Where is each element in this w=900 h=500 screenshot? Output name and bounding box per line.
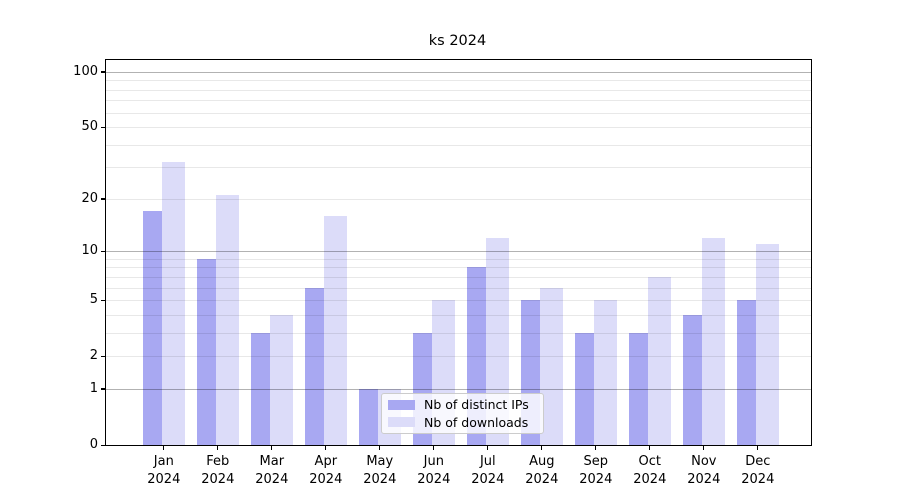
x-tick-label-may: May 2024	[363, 454, 397, 487]
x-tick-mark-may	[379, 446, 381, 450]
bar-downloads-aug	[539, 287, 563, 445]
bar-distinct-ips-sep	[574, 332, 598, 445]
x-tick-label-apr: Apr 2024	[309, 454, 343, 487]
y-tick-mark-1	[101, 388, 105, 390]
bar-distinct-ips-mar	[250, 332, 274, 445]
x-tick-mark-oct	[649, 446, 651, 450]
legend: Nb of distinct IPs Nb of downloads	[381, 393, 544, 434]
y-tick-label-50: 50	[81, 119, 98, 135]
bar-distinct-ips-feb	[196, 258, 220, 445]
y-tick-mark-10	[101, 250, 105, 252]
gridline-90	[106, 80, 811, 82]
legend-swatch-downloads	[388, 417, 415, 428]
x-tick-mark-dec	[757, 446, 759, 450]
bar-downloads-mar	[269, 314, 293, 445]
legend-label-distinct-ips: Nb of distinct IPs	[424, 397, 529, 413]
y-tick-label-1: 1	[89, 380, 98, 396]
bar-downloads-apr	[323, 215, 347, 445]
bar-downloads-dec	[755, 244, 779, 445]
bar-distinct-ips-dec	[736, 300, 760, 445]
x-tick-label-nov: Nov 2024	[687, 454, 721, 487]
x-tick-mark-apr	[325, 446, 327, 450]
bar-downloads-oct	[647, 276, 671, 445]
y-tick-label-10: 10	[81, 243, 98, 259]
y-tick-mark-50	[101, 126, 105, 128]
x-tick-mark-aug	[541, 446, 543, 450]
x-tick-mark-nov	[703, 446, 705, 450]
x-tick-mark-jun	[433, 446, 435, 450]
y-tick-mark-2	[101, 355, 105, 357]
bar-distinct-ips-nov	[682, 314, 706, 445]
gridline-10	[106, 251, 811, 253]
plot-area: 0 1 2 5 10 20 50 100 Jan 2024 Feb 2024 Mar 2024 Apr 202…	[73, 59, 812, 487]
y-tick-mark-5	[101, 299, 105, 301]
x-tick-mark-feb	[217, 446, 219, 450]
axis-layer: 0 1 2 5 10 20 50 100 Jan 2024 Feb 2024 Mar 2024 Apr 202…	[73, 60, 811, 487]
x-tick-mark-jul	[487, 446, 489, 450]
x-tick-label-jun: Jun 2024	[417, 454, 451, 487]
y-tick-label-0: 0	[89, 437, 98, 452]
gridline-100	[106, 71, 811, 73]
gridline-60	[106, 112, 811, 114]
x-tick-label-feb: Feb 2024	[201, 454, 235, 487]
gridline-50	[106, 127, 811, 129]
x-tick-label-sep: Sep 2024	[579, 454, 613, 487]
y-tick-label-100: 100	[73, 63, 98, 79]
bar-distinct-ips-apr	[304, 287, 328, 445]
gridline-5	[106, 300, 811, 302]
gridline-1	[106, 388, 811, 390]
legend-row-downloads: Nb of downloads	[388, 415, 537, 430]
gridline-80	[106, 89, 811, 91]
y-tick-label-20: 20	[81, 190, 98, 206]
gridline-2	[106, 356, 811, 358]
y-tick-label-2: 2	[89, 348, 98, 364]
gridline-7	[106, 276, 811, 278]
y-tick-mark-20	[101, 198, 105, 200]
gridline-9	[106, 258, 811, 260]
x-tick-label-jan: Jan 2024	[147, 454, 181, 487]
gridline-40	[106, 144, 811, 146]
x-tick-mark-sep	[595, 446, 597, 450]
legend-row-distinct-ips: Nb of distinct IPs	[388, 397, 537, 412]
bar-distinct-ips-oct	[628, 332, 652, 445]
gridline-3	[106, 332, 811, 334]
x-tick-label-oct: Oct 2024	[633, 454, 667, 487]
x-tick-label-mar: Mar 2024	[255, 454, 289, 487]
chart-title: ks 2024	[428, 33, 487, 49]
y-tick-mark-0	[101, 444, 105, 446]
gridline-70	[106, 100, 811, 102]
legend-swatch-distinct-ips	[388, 399, 415, 410]
bar-distinct-ips-jan	[142, 211, 166, 445]
gridline-20	[106, 198, 811, 200]
legend-label-downloads: Nb of downloads	[424, 414, 529, 430]
bar-downloads-feb	[215, 195, 239, 445]
x-tick-label-aug: Aug 2024	[525, 454, 559, 487]
bar-distinct-ips-may	[358, 388, 382, 445]
gridline-8	[106, 267, 811, 269]
gridline-30	[106, 167, 811, 169]
grid-layer	[106, 60, 811, 445]
x-tick-mark-mar	[271, 446, 273, 450]
y-tick-label-5: 5	[89, 292, 98, 308]
gridline-6	[106, 287, 811, 289]
x-tick-mark-jan	[163, 446, 165, 450]
bar-downloads-jan	[161, 162, 185, 445]
y-tick-mark-100	[101, 71, 105, 73]
x-tick-label-dec: Dec 2024	[741, 454, 775, 487]
x-tick-label-jul: Jul 2024	[471, 454, 505, 487]
bar-downloads-sep	[593, 300, 617, 445]
gridline-4	[106, 314, 811, 316]
bar-downloads-nov	[701, 237, 725, 445]
